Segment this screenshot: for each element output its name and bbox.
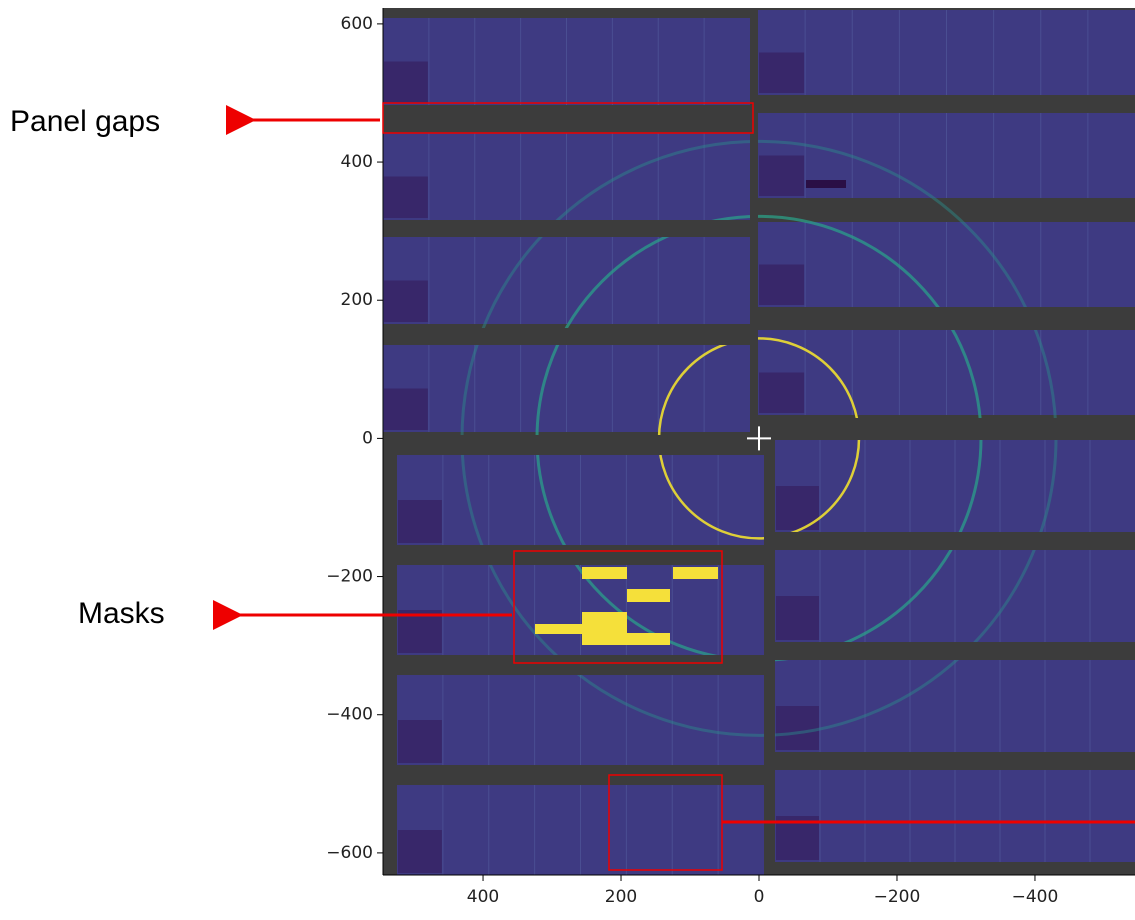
panel-gap (383, 328, 753, 345)
asic-dark (384, 281, 428, 323)
y-tick-label: 400 (341, 152, 373, 172)
panel-gap (758, 418, 1135, 440)
annotation-label: Masks (78, 597, 165, 630)
x-tick-label: 200 (605, 887, 637, 907)
panel-gap (383, 435, 763, 455)
y-tick-label: 600 (341, 14, 373, 34)
asic-dark (384, 389, 428, 431)
asic-dark (776, 596, 819, 640)
asic-dark (776, 706, 819, 750)
y-tick-label: −600 (326, 843, 373, 863)
annotation-label: Panel gaps (10, 105, 160, 138)
x-tick-label: 0 (754, 887, 765, 907)
panel-gap (750, 8, 758, 438)
asic-dark (759, 156, 804, 197)
y-tick-label: −200 (326, 567, 373, 587)
panel-gap (383, 220, 753, 237)
asic-dark (384, 177, 428, 219)
y-tick-label: 200 (341, 290, 373, 310)
panel-gap (775, 752, 1135, 770)
panel-gap (383, 105, 753, 133)
x-tick-label: 400 (467, 887, 499, 907)
asic-dark (759, 53, 804, 94)
asic-dark (398, 830, 442, 873)
mask (535, 624, 582, 634)
asic-dark (759, 373, 804, 414)
detector-image (383, 8, 1135, 875)
panel-gap (758, 307, 1135, 330)
chart: 600 400 200 0 −200 −400 −600 400 200 0 −200 −400 Pa… (0, 0, 1135, 916)
mask (627, 589, 670, 602)
mask (673, 567, 718, 579)
masked-pixels (806, 180, 846, 188)
asic-dark (384, 62, 428, 104)
asic-dark (759, 265, 804, 306)
x-tick-label: −400 (1012, 887, 1059, 907)
panel-gap (758, 95, 1135, 113)
mask (627, 633, 670, 645)
panel-gap (764, 438, 775, 875)
asic-dark (398, 500, 442, 543)
y-tick-label: 0 (362, 428, 373, 448)
panel-gap (397, 655, 767, 675)
mask (582, 567, 627, 579)
asic-dark (398, 720, 442, 763)
panel-gap (397, 545, 767, 565)
y-tick-label: −400 (326, 705, 373, 725)
panel-gap (775, 532, 1135, 550)
mask (582, 612, 627, 645)
panel-gap (775, 642, 1135, 660)
x-tick-label: −200 (874, 887, 921, 907)
